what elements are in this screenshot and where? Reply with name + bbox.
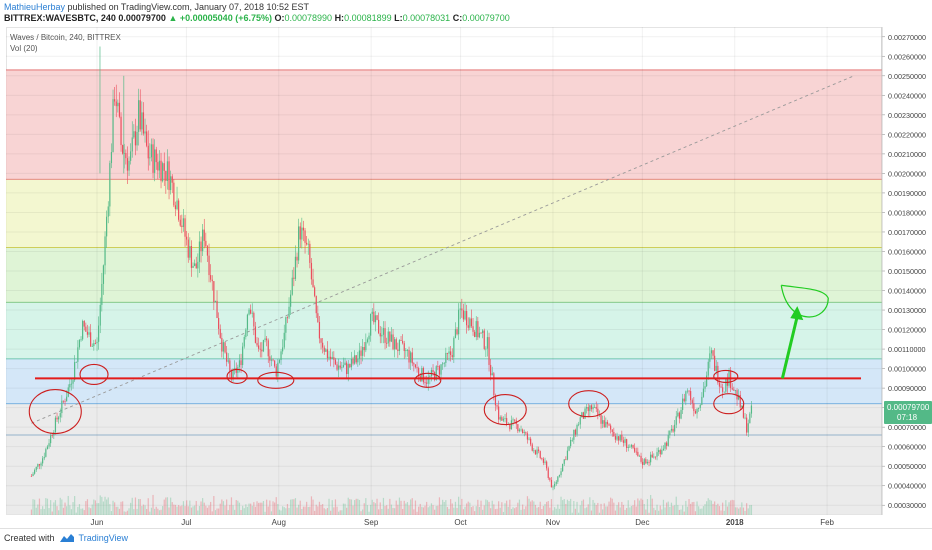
- tradingview-brand[interactable]: TradingView: [78, 533, 129, 543]
- price-badge-time: 07:18: [897, 413, 918, 422]
- x-tick-label-7: 2018: [726, 518, 744, 527]
- price-badge-box: [884, 401, 932, 424]
- publish-line: MathieuHerbay published on TradingView.c…: [4, 2, 309, 12]
- y-tick-label-21: 0.00060000: [888, 443, 926, 452]
- y-tick-label-4: 0.00230000: [888, 111, 926, 120]
- price-change: +0.00005040 (+6.75%): [179, 13, 272, 23]
- open-label: O:: [274, 13, 285, 23]
- last-price: 0.00079700: [118, 13, 166, 23]
- y-tick-label-5: 0.00220000: [888, 130, 926, 139]
- y-tick-label-11: 0.00160000: [888, 247, 926, 256]
- x-tick-label-4: Oct: [454, 518, 467, 527]
- y-tick-label-13: 0.00140000: [888, 287, 926, 296]
- footer-divider: [0, 528, 932, 529]
- close-label: C:: [452, 13, 463, 23]
- close-value: 0.00079700: [462, 13, 510, 23]
- footer: Created with TradingView: [4, 533, 128, 543]
- author-link[interactable]: MathieuHerbay: [4, 2, 66, 12]
- y-tick-label-22: 0.00050000: [888, 462, 926, 471]
- y-tick-label-8: 0.00190000: [888, 189, 926, 198]
- y-tick-label-1: 0.00260000: [888, 52, 926, 61]
- low-label: L:: [394, 13, 403, 23]
- legend-title: Waves / Bitcoin, 240, BITTREX: [10, 33, 121, 42]
- high-value: 0.00081899: [344, 13, 392, 23]
- y-tick-label-12: 0.00150000: [888, 267, 926, 276]
- x-tick-label-2: Aug: [272, 518, 286, 527]
- y-tick-label-14: 0.00130000: [888, 306, 926, 315]
- price-badge: 0.00079700 07:18: [884, 401, 932, 424]
- change-arrow-icon: ▲: [168, 13, 178, 23]
- y-tick-label-24: 0.00030000: [888, 501, 926, 510]
- symbol-line: BITTREX:WAVESBTC, 240 0.00079700 ▲ +0.00…: [4, 13, 510, 23]
- legend-indicator: Vol (20): [10, 44, 38, 53]
- y-tick-label-18: 0.00090000: [888, 384, 926, 393]
- x-tick-label-6: Dec: [635, 518, 649, 527]
- published-text: published on TradingView.com, January 07…: [67, 2, 310, 12]
- x-tick-label-5: Nov: [546, 518, 560, 527]
- x-tick-label-0: Jun: [91, 518, 104, 527]
- y-tick-label-15: 0.00120000: [888, 326, 926, 335]
- y-tick-label-7: 0.00200000: [888, 169, 926, 178]
- chart-legend: Waves / Bitcoin, 240, BITTREX Vol (20): [10, 32, 121, 54]
- chart-pane[interactable]: [6, 27, 882, 515]
- high-label: H:: [334, 13, 345, 23]
- x-tick-label-8: Feb: [820, 518, 834, 527]
- x-tick-label-1: Jul: [181, 518, 191, 527]
- low-value: 0.00078031: [402, 13, 451, 23]
- y-tick-label-2: 0.00250000: [888, 72, 926, 81]
- y-tick-label-23: 0.00040000: [888, 482, 926, 491]
- y-tick-label-19: 0.00080000: [888, 404, 926, 413]
- time-axis: Jun Jul Aug Sep Oct Nov Dec 2018 Feb: [91, 518, 835, 527]
- price-badge-price: 0.00079700: [887, 403, 930, 412]
- symbol-label: BITTREX:WAVESBTC, 240: [4, 13, 116, 23]
- y-tick-label-3: 0.00240000: [888, 91, 926, 100]
- y-tick-label-0: 0.00270000: [888, 33, 926, 42]
- created-with-text: Created with: [4, 533, 55, 543]
- y-tick-label-16: 0.00110000: [888, 345, 925, 354]
- price-axis: 0.00270000 0.00260000 0.00250000 0.00240000…: [881, 27, 926, 515]
- y-tick-label-20: 0.00070000: [888, 423, 926, 432]
- y-tick-label-9: 0.00180000: [888, 208, 926, 217]
- y-tick-label-17: 0.00100000: [888, 365, 926, 374]
- tradingview-logo-icon: [59, 534, 74, 542]
- y-tick-label-10: 0.00170000: [888, 228, 926, 237]
- y-tick-label-6: 0.00210000: [888, 150, 926, 159]
- open-value: 0.00078990: [284, 13, 333, 23]
- x-tick-label-3: Sep: [364, 518, 379, 527]
